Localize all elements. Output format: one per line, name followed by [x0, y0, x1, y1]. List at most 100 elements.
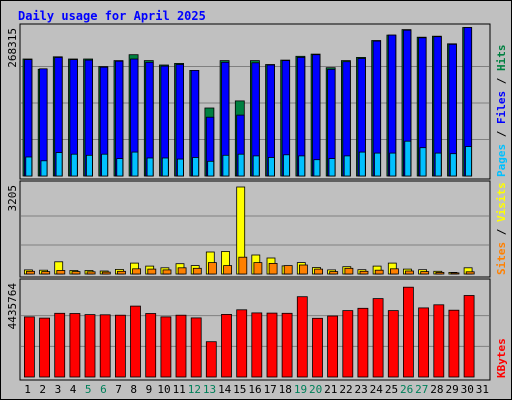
- top-bar-pages-day-5: [86, 154, 93, 177]
- x-tick-day-20: 20: [309, 383, 322, 396]
- middle-bar-sites-day-4: [71, 271, 81, 275]
- middle-bar-sites-day-16: [253, 262, 263, 275]
- bottom-bar-kbytes-day-10: [160, 316, 172, 378]
- top-bar-pages-day-17: [267, 157, 275, 177]
- middle-legend-visits: Visits: [495, 182, 508, 222]
- x-tick-day-25: 25: [385, 383, 398, 396]
- top-bar-pages-day-23: [358, 151, 366, 177]
- top-ymax-label: 268315: [6, 28, 19, 68]
- top-bar-files-day-20: [312, 54, 321, 177]
- middle-bar-sites-day-24: [374, 269, 384, 275]
- bottom-bar-kbytes-day-16: [251, 312, 263, 378]
- middle-bar-sites-day-12: [192, 267, 202, 275]
- middle-bar-sites-day-15: [238, 256, 248, 275]
- bottom-bar-kbytes-day-8: [130, 305, 141, 378]
- x-tick-day-11: 11: [173, 383, 186, 396]
- top-bar-pages-day-10: [161, 157, 169, 177]
- x-tick-day-12: 12: [188, 383, 201, 396]
- middle-legend-separator: /: [495, 222, 508, 242]
- middle-bar-sites-day-19: [298, 264, 308, 275]
- bottom-legend: KBytes: [495, 338, 508, 378]
- x-tick-day-21: 21: [324, 383, 337, 396]
- bottom-bar-kbytes-day-23: [357, 307, 369, 378]
- top-bar-pages-day-7: [116, 158, 124, 177]
- x-tick-day-10: 10: [157, 383, 170, 396]
- top-bar-pages-day-1: [25, 156, 33, 177]
- middle-bar-sites-day-23: [359, 270, 369, 275]
- bottom-bar-kbytes-day-5: [84, 314, 96, 378]
- bottom-legend-kbytes: KBytes: [495, 338, 508, 378]
- top-bar-pages-day-8: [131, 151, 139, 177]
- top-bar-pages-day-16: [252, 155, 260, 177]
- middle-bar-sites-day-6: [101, 271, 111, 275]
- top-bar-pages-day-21: [328, 158, 336, 177]
- middle-bar-sites-day-2: [41, 271, 51, 275]
- middle-bar-sites-day-25: [389, 268, 399, 275]
- middle-legend-sites: Sites: [495, 242, 508, 275]
- bottom-bar-kbytes-day-1: [23, 316, 35, 378]
- bottom-bar-kbytes-day-19: [296, 296, 308, 378]
- bottom-bar-kbytes-day-21: [327, 315, 339, 378]
- top-bar-pages-day-11: [176, 158, 184, 177]
- x-tick-day-31: 31: [476, 383, 489, 396]
- middle-bar-sites-day-7: [117, 270, 126, 275]
- bottom-bar-kbytes-day-7: [115, 314, 126, 378]
- middle-bar-sites-day-11: [177, 267, 187, 275]
- top-legend-pages: Pages: [495, 144, 508, 177]
- bottom-bar-kbytes-day-14: [221, 313, 232, 378]
- top-bar-pages-day-13: [207, 160, 215, 177]
- middle-panel: 3205: [6, 180, 491, 278]
- top-bar-files-day-2: [39, 68, 48, 177]
- x-tick-day-13: 13: [203, 383, 216, 396]
- bottom-bar-kbytes-day-29: [448, 309, 460, 378]
- bottom-bar-kbytes-day-15: [236, 309, 248, 378]
- bottom-bar-kbytes-day-20: [312, 317, 323, 378]
- top-bar-pages-day-28: [434, 152, 442, 177]
- middle-bar-sites-day-13: [207, 262, 217, 275]
- top-bar-pages-day-4: [70, 153, 78, 177]
- top-legend-hits: Hits: [495, 45, 508, 72]
- middle-bar-sites-day-26: [405, 270, 414, 275]
- top-bar-pages-day-19: [298, 155, 306, 177]
- bottom-bar-kbytes-day-26: [402, 286, 414, 378]
- x-tick-day-23: 23: [354, 383, 367, 396]
- bottom-bar-kbytes-day-9: [145, 313, 157, 378]
- bottom-bar-kbytes-day-18: [281, 312, 293, 378]
- bottom-ymax-label: 4435764: [6, 283, 19, 330]
- top-bar-pages-day-24: [374, 152, 381, 177]
- x-tick-day-17: 17: [264, 383, 277, 396]
- middle-bar-sites-day-28: [435, 271, 445, 275]
- middle-ymax-label: 3205: [6, 185, 19, 212]
- bottom-bar-kbytes-day-28: [433, 304, 445, 378]
- top-legend-separator: /: [495, 71, 508, 91]
- x-tick-day-6: 6: [100, 383, 107, 396]
- bottom-bar-kbytes-day-2: [39, 317, 50, 378]
- middle-bar-sites-day-22: [344, 267, 354, 275]
- x-tick-day-4: 4: [70, 383, 77, 396]
- chart-title: Daily usage for April 2025: [18, 9, 206, 23]
- top-bar-pages-day-12: [192, 157, 200, 177]
- top-bar-pages-day-29: [449, 153, 457, 177]
- x-tick-day-16: 16: [248, 383, 261, 396]
- x-tick-day-2: 2: [39, 383, 46, 396]
- top-bar-pages-day-20: [313, 159, 321, 177]
- middle-bar-sites-day-18: [283, 265, 293, 275]
- middle-bar-sites-day-30: [465, 271, 475, 275]
- middle-legend: Sites / Visits: [495, 182, 508, 275]
- bottom-bar-kbytes-day-30: [463, 295, 475, 378]
- top-bar-pages-day-3: [55, 152, 63, 177]
- bottom-bar-kbytes-day-27: [418, 307, 430, 378]
- bottom-bar-kbytes-day-12: [190, 317, 202, 378]
- bottom-bar-kbytes-day-4: [69, 313, 81, 378]
- x-tick-day-29: 29: [445, 383, 458, 396]
- x-tick-day-1: 1: [24, 383, 31, 396]
- middle-bar-sites-day-29: [450, 272, 460, 275]
- bottom-bar-kbytes-day-17: [266, 312, 278, 378]
- x-tick-day-9: 9: [146, 383, 153, 396]
- bottom-bar-kbytes-day-11: [175, 314, 187, 378]
- middle-bar-sites-day-27: [420, 271, 430, 275]
- bottom-bar-kbytes-day-25: [387, 310, 399, 378]
- top-bar-pages-day-25: [389, 152, 397, 177]
- x-tick-day-30: 30: [461, 383, 474, 396]
- top-legend: Pages / Files / Hits: [495, 45, 508, 178]
